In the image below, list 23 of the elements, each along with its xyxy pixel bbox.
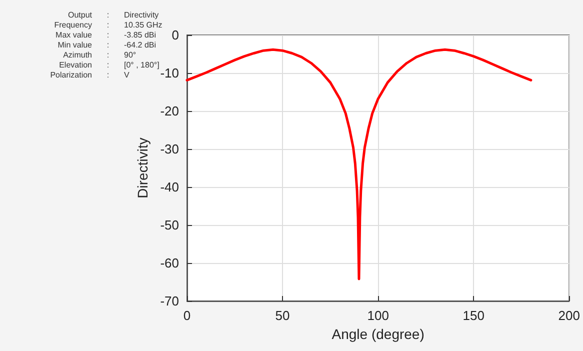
x-tick-label: 150 [462, 308, 484, 323]
y-tick-label: 0 [172, 28, 179, 42]
text: Min value : -64.2 dBi [58, 40, 156, 50]
x-tick-label: 50 [275, 308, 290, 323]
text: Azimuth : 90° [63, 50, 136, 60]
y-tick-label: -70 [160, 294, 179, 308]
text: Polarization : V [50, 70, 130, 80]
x-axis-title: Angle (degree) [332, 326, 424, 342]
x-tick-label: 100 [367, 308, 389, 323]
text: Frequency : 10.35 GHz [54, 20, 162, 30]
y-tick-label: -50 [160, 218, 179, 232]
y-tick-label: -40 [160, 180, 179, 194]
y-tick-label: -30 [160, 142, 179, 156]
text: Elevation : [0° , 180°] [59, 60, 160, 70]
line-series [186, 48, 532, 280]
y-tick-label: -20 [160, 104, 179, 118]
y-axis-title: Directivity [134, 138, 150, 198]
text: Max value : -3.85 dBi [56, 30, 156, 40]
text: Output : Directivity [68, 10, 159, 20]
y-tick-label: -10 [160, 66, 179, 80]
x-tick-label: 200 [558, 308, 580, 323]
y-tick-label: -60 [160, 256, 179, 270]
x-tick-label: 0 [183, 308, 191, 323]
